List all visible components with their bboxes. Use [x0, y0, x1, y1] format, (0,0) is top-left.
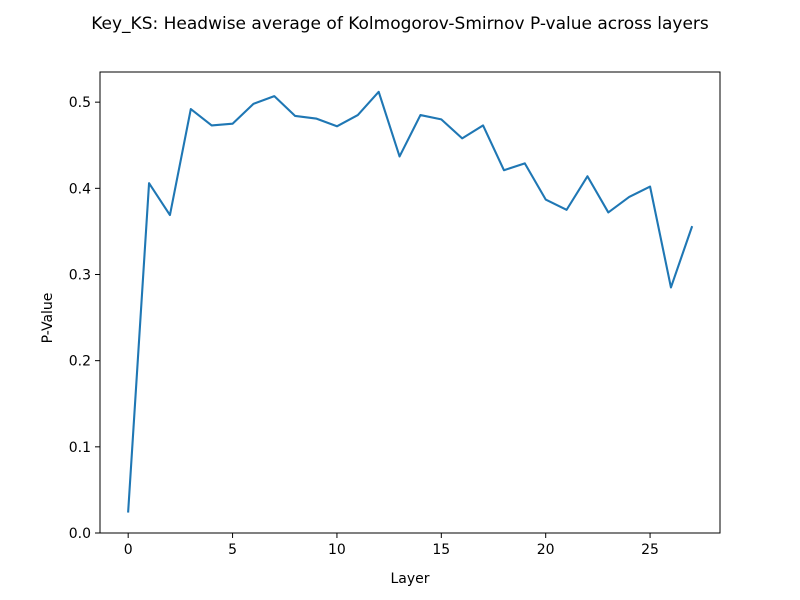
x-tick-label: 10: [328, 542, 346, 558]
plot-area: 0 5 10 15 20 25 0.0 0.1 0.2 0.3 0.4 0.5: [69, 71, 721, 558]
y-axis-label: P-Value: [40, 293, 56, 344]
series-line-0: [127, 90, 694, 513]
y-tick-label: 0.2: [69, 354, 91, 370]
x-tick-label: 20: [537, 542, 555, 558]
chart-title: Key_KS: Headwise average of Kolmogorov-S…: [91, 14, 709, 34]
x-tick-label: 25: [641, 542, 659, 558]
y-tick-label: 0.1: [69, 440, 91, 456]
y-tick-label: 0.3: [69, 267, 91, 283]
x-axis-label: Layer: [390, 571, 429, 587]
x-tick-label: 0: [124, 542, 133, 558]
y-tick-label: 0.0: [69, 526, 91, 542]
x-tick-label: 15: [432, 542, 450, 558]
y-tick-label: 0.5: [69, 95, 91, 111]
x-tick-label: 5: [228, 542, 237, 558]
axes-frame: [99, 71, 721, 534]
y-tick-label: 0.4: [69, 181, 91, 197]
